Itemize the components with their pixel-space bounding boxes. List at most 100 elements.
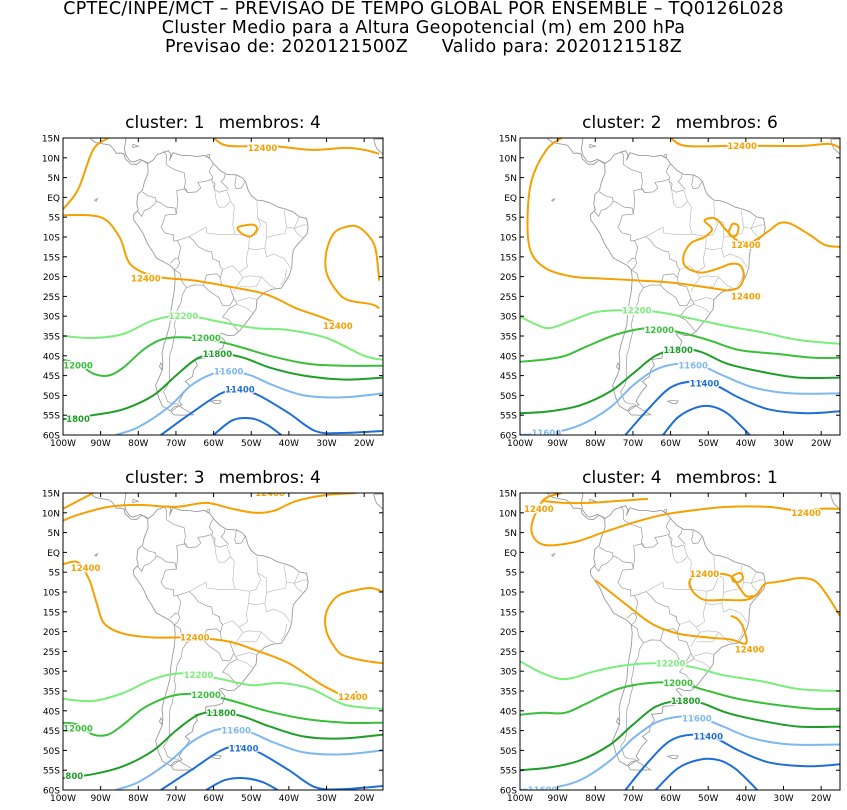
lon-tick-label: 70W: [623, 794, 643, 804]
lat-tick-label: 10N: [42, 154, 60, 164]
lat-tick-label: 5S: [506, 569, 518, 579]
central-america-coastline: [89, 493, 148, 520]
state-border: [233, 632, 244, 647]
contour-line: [213, 138, 380, 155]
island-coastline: [205, 154, 211, 158]
lat-tick-label: 5S: [49, 569, 61, 579]
cluster-panel-4: cluster: 4 membros: 1 12400 12400 12400 12400…: [457, 468, 847, 810]
contour-label: 12400: [727, 142, 757, 152]
cluster-label: cluster:: [582, 468, 646, 488]
state-border: [239, 276, 262, 288]
state-border: [206, 587, 236, 590]
cluster-panel-1: cluster: 1 membros: 4 12400 12400 12400 12200…: [0, 113, 420, 455]
lat-tick-label: 60S: [500, 432, 517, 442]
cluster-number: 4: [650, 468, 662, 488]
lat-tick-label: 15N: [42, 490, 60, 500]
map-svg: 12400 12400 12400 12400 12200 12000 11800 12000…: [42, 490, 384, 804]
island-coastline: [209, 755, 222, 760]
country-border: [220, 529, 229, 545]
lat-tick-label: 5N: [48, 174, 60, 184]
contour-line: [63, 213, 335, 324]
state-border: [706, 556, 718, 592]
contour-line: [212, 416, 282, 435]
state-border: [696, 631, 719, 643]
country-border: [617, 188, 645, 271]
contour-label: 12400: [524, 505, 554, 515]
lon-tick-label: 40W: [279, 439, 299, 449]
lat-tick-label: 5N: [505, 529, 517, 539]
state-border: [693, 652, 714, 657]
cluster-label: cluster:: [125, 113, 189, 133]
lon-tick-label: 40W: [736, 794, 756, 804]
lat-tick-label: 20S: [43, 628, 60, 638]
state-border: [206, 232, 236, 235]
state-border: [188, 226, 208, 237]
contour-label: 12400: [323, 322, 353, 332]
lat-tick-label: 15S: [500, 608, 517, 618]
lat-tick-label: 5S: [49, 214, 61, 224]
contour-label: 12400: [735, 645, 765, 655]
lat-tick-label: 55S: [500, 767, 517, 777]
contour-line: [520, 327, 840, 363]
state-border: [751, 579, 766, 584]
lat-tick-label: 60S: [43, 432, 60, 442]
country-border: [593, 546, 614, 573]
state-border: [705, 572, 725, 606]
lat-tick-label: 10S: [43, 589, 60, 599]
map-frame: [62, 137, 384, 436]
state-border: [237, 304, 255, 314]
contour-line: [63, 560, 358, 701]
island-coastline: [158, 361, 163, 371]
lon-tick-label: 50W: [698, 439, 718, 449]
country-border: [660, 285, 692, 307]
lon-tick-label: 20W: [354, 439, 374, 449]
contour-line: [115, 370, 383, 435]
state-border: [750, 583, 761, 594]
cluster-number: 2: [650, 113, 662, 133]
lat-tick-label: 15N: [499, 490, 517, 500]
state-border: [280, 624, 287, 641]
country-border: [665, 163, 684, 193]
state-border: [663, 587, 693, 590]
state-border: [645, 226, 665, 237]
lon-tick-label: 40W: [736, 439, 756, 449]
map-svg: 12400 12400 12400 12200 12000 11800 12000 11600…: [42, 135, 384, 449]
state-border: [226, 544, 236, 590]
map-frame: [62, 492, 384, 791]
country-border: [220, 174, 229, 190]
state-border: [294, 224, 309, 229]
forecast-date: 2020121500Z: [281, 37, 409, 57]
contour-line: [63, 336, 383, 377]
lat-tick-label: 45S: [500, 372, 517, 382]
lon-axis: 100W 90W 80W 70W 60W 50W 40W 30W 20W: [50, 138, 374, 449]
lat-tick-label: 15N: [499, 135, 517, 145]
state-border: [721, 603, 748, 623]
lat-tick-label: 35S: [43, 333, 60, 343]
contour-line: [63, 692, 383, 737]
lon-tick-label: 80W: [128, 794, 148, 804]
lat-tick-label: 10S: [43, 234, 60, 244]
valid-label: Valido para:: [441, 37, 550, 57]
contour-line: [670, 138, 840, 149]
africa-coastline: [830, 493, 840, 510]
state-border: [188, 581, 208, 592]
lon-axis: 100W 90W 80W 70W 60W 50W 40W 30W 20W: [507, 493, 831, 804]
lat-tick-label: 15S: [43, 253, 60, 263]
state-border: [679, 620, 697, 628]
lat-tick-label: 30S: [43, 313, 60, 323]
island-coastline: [209, 400, 222, 405]
contour-line: [63, 314, 383, 361]
lat-tick-label: 30S: [43, 668, 60, 678]
contour-line: [160, 745, 383, 790]
lon-tick-label: 90W: [90, 794, 110, 804]
country-border: [160, 188, 188, 271]
members-label: membros:: [218, 468, 305, 488]
lat-tick-label: 50S: [500, 392, 517, 402]
island-coastline: [170, 405, 195, 416]
lat-tick-label: 60S: [500, 787, 517, 797]
contour-line: [542, 497, 649, 505]
contour-label: 12200: [169, 312, 199, 322]
members-label: membros:: [218, 113, 305, 133]
state-border: [226, 189, 236, 235]
state-border: [645, 581, 665, 592]
